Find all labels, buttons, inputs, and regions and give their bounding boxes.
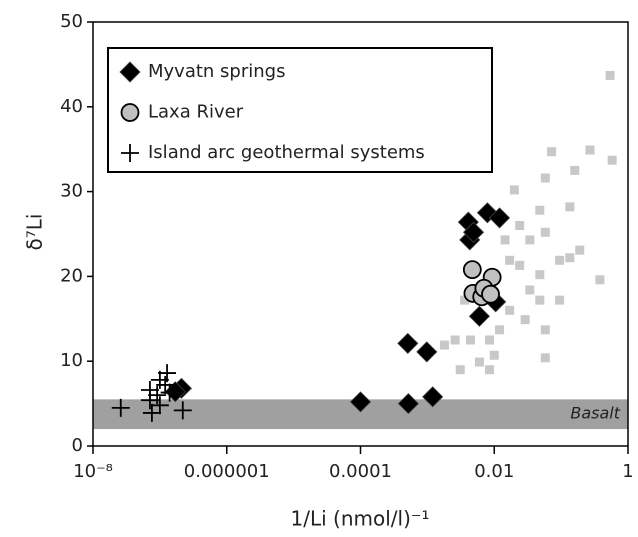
x-tick-label: 0.0001 bbox=[329, 461, 392, 482]
legend-marker bbox=[119, 61, 141, 83]
x-axis-label: 1/Li (nmol/l)⁻¹ bbox=[291, 507, 430, 531]
point bbox=[515, 260, 525, 270]
point bbox=[450, 335, 460, 345]
point bbox=[540, 227, 550, 237]
legend-marker bbox=[120, 103, 140, 122]
point bbox=[158, 364, 177, 383]
point bbox=[111, 398, 130, 417]
y-tick-label: 0 bbox=[72, 435, 83, 456]
point bbox=[485, 365, 495, 375]
point bbox=[488, 207, 511, 229]
point bbox=[525, 235, 535, 245]
legend bbox=[107, 47, 493, 173]
point bbox=[142, 403, 161, 422]
point bbox=[173, 401, 192, 420]
point bbox=[535, 270, 545, 280]
y-tick-label: 50 bbox=[60, 11, 83, 32]
point bbox=[148, 386, 167, 405]
y-tick-label: 30 bbox=[60, 181, 83, 202]
point bbox=[468, 305, 490, 327]
point bbox=[156, 375, 175, 394]
point bbox=[565, 253, 575, 263]
point bbox=[540, 173, 550, 183]
y-tick-label: 20 bbox=[60, 265, 83, 286]
point bbox=[565, 202, 575, 212]
point bbox=[515, 221, 525, 231]
point bbox=[439, 340, 449, 350]
point bbox=[140, 381, 159, 400]
point bbox=[485, 335, 495, 345]
point bbox=[555, 255, 565, 265]
point bbox=[397, 393, 419, 415]
point bbox=[607, 155, 617, 165]
point bbox=[540, 353, 550, 363]
point bbox=[547, 147, 557, 157]
legend-label: Myvatn springs bbox=[148, 61, 285, 82]
y-axis-label: δ⁷Li bbox=[23, 214, 47, 251]
point bbox=[416, 341, 438, 363]
point bbox=[150, 396, 169, 415]
point bbox=[476, 202, 498, 224]
point bbox=[535, 205, 545, 215]
point bbox=[505, 305, 515, 315]
legend-label: Laxa River bbox=[148, 102, 244, 123]
point bbox=[481, 284, 500, 304]
point bbox=[595, 275, 605, 285]
point bbox=[474, 357, 484, 367]
point bbox=[585, 145, 595, 155]
y-tick-label: 10 bbox=[60, 350, 83, 371]
point bbox=[462, 221, 485, 243]
point bbox=[455, 365, 465, 375]
x-tick-label: 0.01 bbox=[474, 461, 514, 482]
point bbox=[505, 255, 515, 265]
point bbox=[495, 325, 505, 335]
x-tick-label: 0.000001 bbox=[184, 461, 270, 482]
point bbox=[509, 185, 519, 195]
point bbox=[160, 383, 179, 402]
point bbox=[465, 335, 475, 345]
point bbox=[520, 315, 530, 325]
x-tick-label: 1 bbox=[622, 461, 633, 482]
point bbox=[525, 285, 535, 295]
point bbox=[349, 391, 372, 413]
point bbox=[489, 350, 499, 360]
point bbox=[540, 325, 550, 335]
point bbox=[422, 386, 444, 408]
point bbox=[535, 295, 545, 305]
legend-marker bbox=[121, 144, 139, 162]
point bbox=[460, 295, 470, 305]
y-tick-label: 40 bbox=[60, 96, 83, 117]
point bbox=[605, 70, 615, 80]
point bbox=[500, 235, 510, 245]
x-tick-label: 10⁻⁸ bbox=[73, 461, 113, 482]
band-label: Basalt bbox=[570, 404, 620, 423]
point bbox=[462, 260, 482, 280]
point bbox=[555, 295, 565, 305]
point bbox=[397, 332, 419, 354]
point bbox=[570, 165, 580, 175]
legend-label: Island arc geothermal systems bbox=[148, 142, 425, 163]
point bbox=[575, 245, 585, 255]
